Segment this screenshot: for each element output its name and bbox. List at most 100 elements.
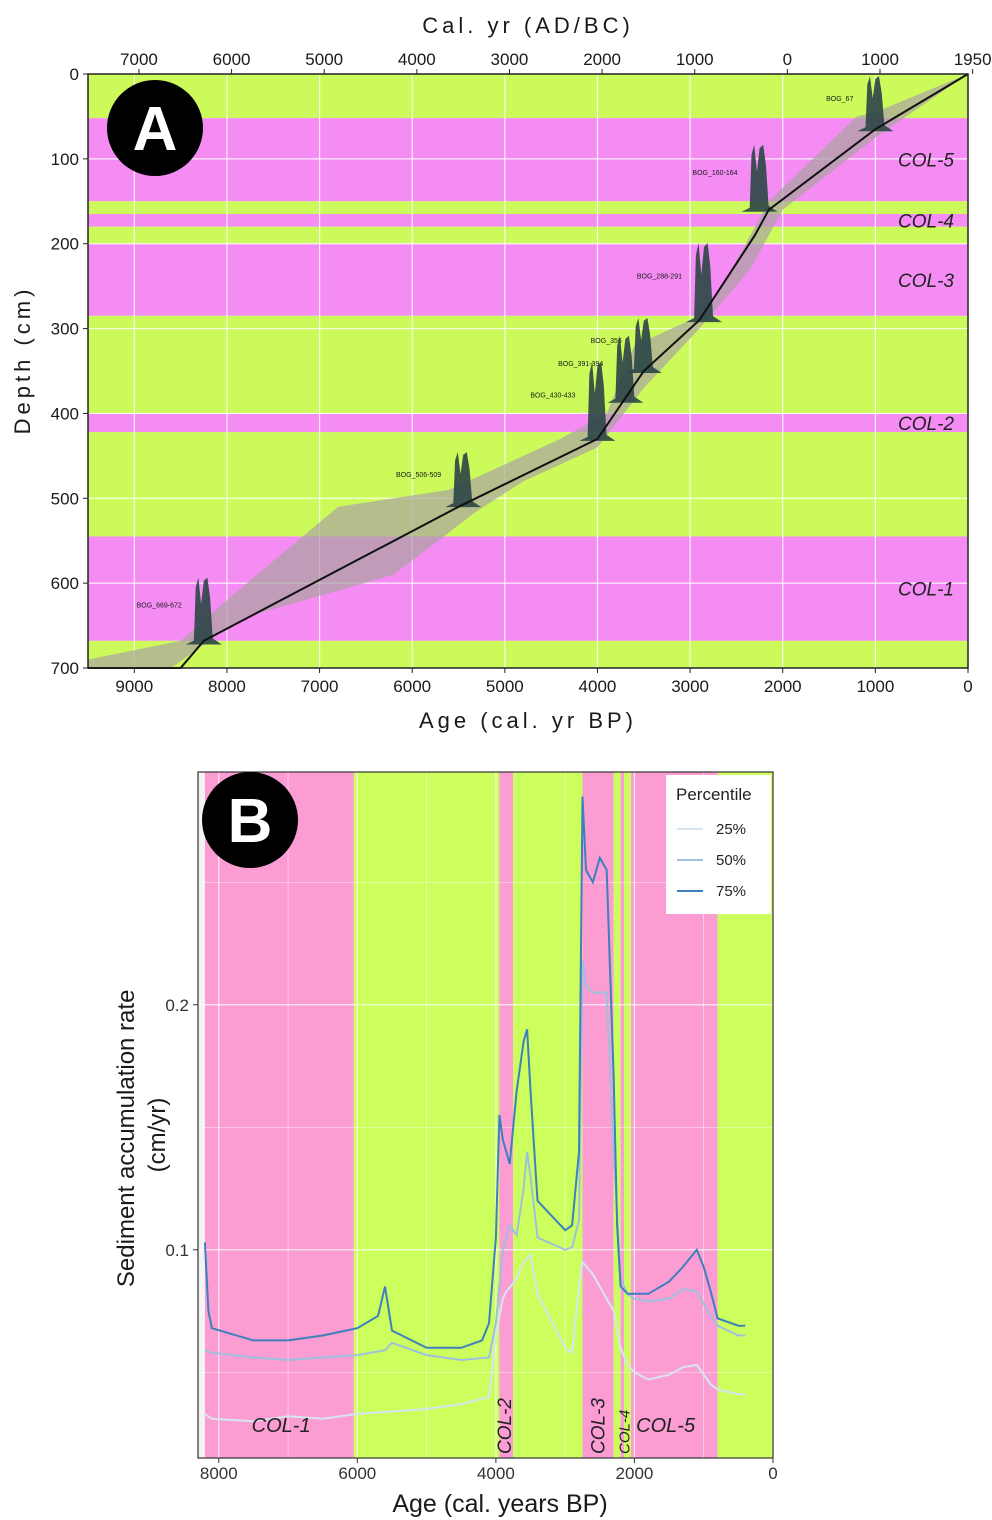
panel-a-y-axis-title: Depth (cm) [10, 286, 35, 435]
zone-band-gap-2 [88, 201, 968, 215]
age-model-uncertainty-envelope [88, 74, 968, 668]
x2-tick-label-3: 4000 [398, 50, 436, 69]
sample-label-bog-288-291: BOG_288-291 [637, 274, 682, 281]
x2-tick-label-4: 3000 [491, 50, 529, 69]
panel-a-frame [87, 73, 969, 669]
age-model-median-line [88, 73, 969, 669]
zone-band-gap-8 [88, 432, 968, 537]
y-tick-label-200: 200 [51, 235, 79, 254]
x-tick-label-3000: 3000 [671, 677, 709, 696]
b-y-tick-label-0.1: 0.1 [165, 1241, 189, 1260]
panel-a-badge [107, 80, 203, 176]
zone-band-gap-0 [88, 74, 968, 119]
zone-band-b-gap-5 [613, 772, 621, 1458]
zone-band-col-4 [88, 214, 968, 227]
x2-tick-label-7: 0 [783, 50, 792, 69]
y-tick-label-700: 700 [51, 659, 79, 678]
sample-label-bog-391-394: BOG_391-394 [558, 361, 603, 368]
zone-band-gap-6 [88, 315, 968, 414]
y-tick-label-0: 0 [70, 65, 79, 84]
x-tick-label-6000: 6000 [393, 677, 431, 696]
zone-band-b-col-3 [582, 772, 614, 1458]
sample-label-bog-669-672: BOG_669-672 [137, 603, 182, 610]
calibration-density-bog-356 [625, 318, 662, 373]
calibration-density-bog-430-433 [579, 361, 616, 441]
b-y-tick-label-0.2: 0.2 [165, 996, 189, 1015]
legend: Percentile 25% 50% 75% [666, 775, 771, 914]
legend-label-25: 25% [716, 821, 746, 838]
y-tick-label-300: 300 [51, 320, 79, 339]
zone-label-col-1: COL-1 [898, 580, 954, 601]
x-tick-label-4000: 4000 [579, 677, 617, 696]
zone-band-b-gap-3 [513, 772, 583, 1458]
sample-label-bog-67: BOG_67 [826, 96, 853, 103]
y-tick-label-100: 100 [51, 150, 79, 169]
x-tick-label-5000: 5000 [486, 677, 524, 696]
b-x-tick-label-6000: 6000 [338, 1464, 376, 1483]
series-line-25-percentile [204, 1252, 746, 1423]
x-tick-label-8000: 8000 [208, 677, 246, 696]
b-x-tick-label-4000: 4000 [477, 1464, 515, 1483]
zone-band-b-col-2 [499, 772, 514, 1458]
zone-band-gap-4 [88, 226, 968, 244]
zone-label-b-col-1: COL-1 [252, 1415, 311, 1437]
x-tick-label-0: 0 [963, 677, 972, 696]
x-tick-label-2000: 2000 [764, 677, 802, 696]
panel-a-x-axis-title: Age (cal. yr BP) [419, 708, 637, 733]
x2-tick-label-2: 5000 [305, 50, 343, 69]
zone-band-b-gap-7 [624, 772, 631, 1458]
zone-label-b-col-5: COL-5 [636, 1415, 696, 1437]
sample-label-bog-506-509: BOG_506-509 [396, 472, 441, 479]
panel-a-chart: Cal. yr (AD/BC) Age (cal. yr BP) Depth (… [10, 13, 992, 733]
legend-title: Percentile [676, 785, 752, 804]
x2-tick-label-5: 2000 [583, 50, 621, 69]
zone-band-col-2 [88, 413, 968, 433]
panel-b-x-axis-title: Age (cal. years BP) [392, 1490, 607, 1518]
calibration-density-bog-160-164 [741, 144, 778, 212]
panel-b-badge [202, 772, 298, 868]
sample-label-bog-430-433: BOG_430-433 [530, 392, 575, 399]
zone-label-b-col-2: COL-2 [495, 1398, 516, 1454]
x2-tick-label-8: 1000 [861, 50, 899, 69]
zone-label-col-3: COL-3 [898, 271, 954, 292]
zone-band-gap-10 [88, 640, 968, 668]
zone-band-b-col-1 [204, 772, 354, 1458]
sample-label-bog-160-164: BOG_160-164 [692, 170, 737, 177]
series-line-75-percentile [203, 796, 746, 1349]
series-line-50-percentile [204, 960, 746, 1362]
panel-b-badge-letter: B [228, 787, 273, 856]
y-tick-label-500: 500 [51, 489, 79, 508]
zone-label-b-col-4: COL-4 [617, 1410, 634, 1454]
x2-tick-label-0: 7000 [120, 50, 158, 69]
calibration-density-bog-506-509 [445, 452, 482, 508]
x-tick-label-9000: 9000 [115, 677, 153, 696]
x-tick-label-1000: 1000 [856, 677, 894, 696]
panel-a-badge-letter: A [133, 95, 178, 164]
calibration-density-bog-67 [857, 76, 894, 132]
x-tick-label-7000: 7000 [301, 677, 339, 696]
zone-label-col-5: COL-5 [898, 151, 954, 172]
b-x-tick-label-2000: 2000 [616, 1464, 654, 1483]
panel-b-chart: Age (cal. years BP) Sediment accumulatio… [113, 771, 778, 1518]
y-tick-label-400: 400 [51, 404, 79, 423]
legend-label-50: 50% [716, 852, 746, 869]
sample-label-bog-356: BOG_356 [591, 338, 622, 345]
panel-b-frame [197, 771, 774, 1459]
calibration-density-bog-288-291 [686, 243, 722, 323]
calibration-density-bog-669-672 [185, 577, 222, 645]
zone-label-col-2: COL-2 [898, 414, 954, 435]
zone-label-b-col-3: COL-3 [589, 1398, 610, 1454]
b-x-tick-label-0: 0 [768, 1464, 777, 1483]
zone-label-col-4: COL-4 [898, 211, 954, 232]
x2-tick-label-6: 1000 [676, 50, 714, 69]
x2-tick-label-1: 6000 [213, 50, 251, 69]
panel-a-top-axis-title: Cal. yr (AD/BC) [422, 13, 634, 38]
y-tick-label-600: 600 [51, 574, 79, 593]
zone-band-col-3 [88, 243, 968, 316]
x2-tick-label-9: 1950 [954, 50, 992, 69]
b-x-tick-label-8000: 8000 [200, 1464, 238, 1483]
calibration-density-bog-391-394 [607, 335, 644, 403]
panel-b-y-axis-title: Sediment accumulation rate (cm/yr) [113, 983, 171, 1287]
legend-label-75: 75% [716, 883, 746, 900]
